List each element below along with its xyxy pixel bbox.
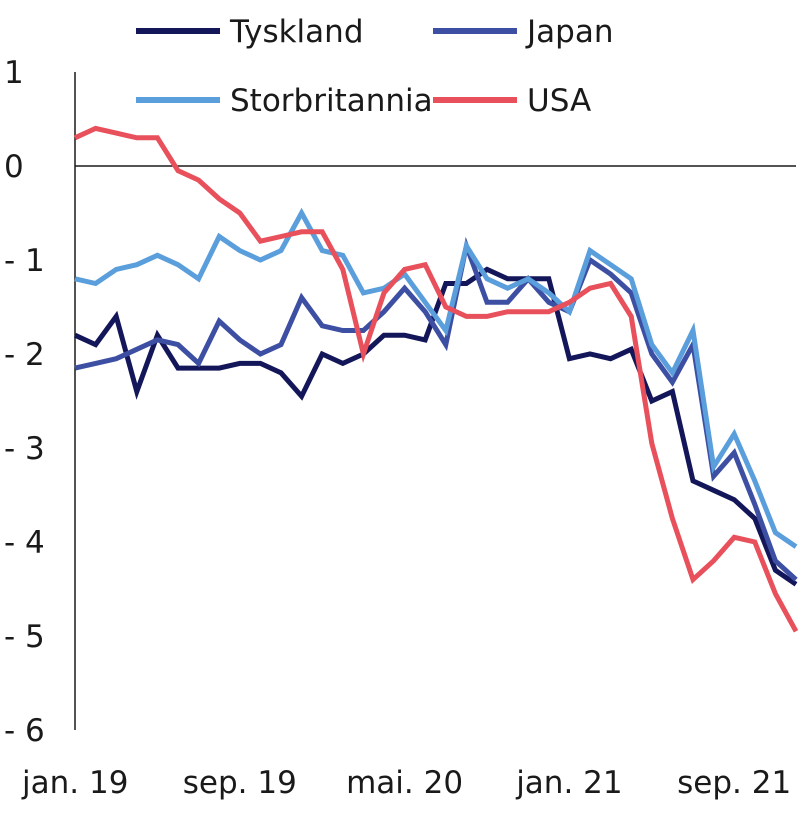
x-tick-label: jan. 21 [515, 765, 622, 801]
legend-item-storbritannia: Storbritannia [136, 83, 433, 119]
series-line-usa [73, 125, 799, 633]
x-tick-label: jan. 19 [21, 765, 128, 801]
x-tick-label: mai. 20 [346, 765, 463, 801]
series-line-tyskland [73, 266, 798, 587]
y-tick-label: - 4 [4, 525, 45, 561]
legend: Tyskland Japan Storbritannia USA [136, 14, 613, 119]
series-line-japan [74, 236, 798, 582]
series-lines [73, 125, 799, 633]
x-tick-label: sep. 19 [183, 765, 297, 801]
y-tick-label: - 3 [4, 431, 45, 467]
x-tick-label: sep. 21 [677, 765, 791, 801]
legend-item-japan: Japan [433, 14, 613, 50]
legend-label: Japan [525, 14, 613, 50]
series-line-storbritannia [74, 207, 798, 549]
y-tick-label: - 1 [4, 243, 45, 279]
legend-label: Tyskland [229, 14, 364, 50]
legend-item-usa: USA [433, 83, 591, 119]
y-tick-label: 0 [4, 149, 24, 185]
y-tick-label: - 5 [4, 619, 45, 655]
y-tick-label: 1 [4, 55, 24, 91]
y-axis-tick-labels: 1 0 - 1 - 2 - 3 - 4 - 5 - 6 [4, 55, 45, 749]
legend-item-tyskland: Tyskland [136, 14, 364, 50]
y-tick-label: - 2 [4, 337, 45, 373]
y-tick-label: - 6 [4, 713, 45, 749]
legend-label: USA [527, 83, 591, 119]
x-axis-tick-labels: jan. 19 sep. 19 mai. 20 jan. 21 sep. 21 [21, 765, 791, 801]
legend-label: Storbritannia [230, 83, 433, 119]
